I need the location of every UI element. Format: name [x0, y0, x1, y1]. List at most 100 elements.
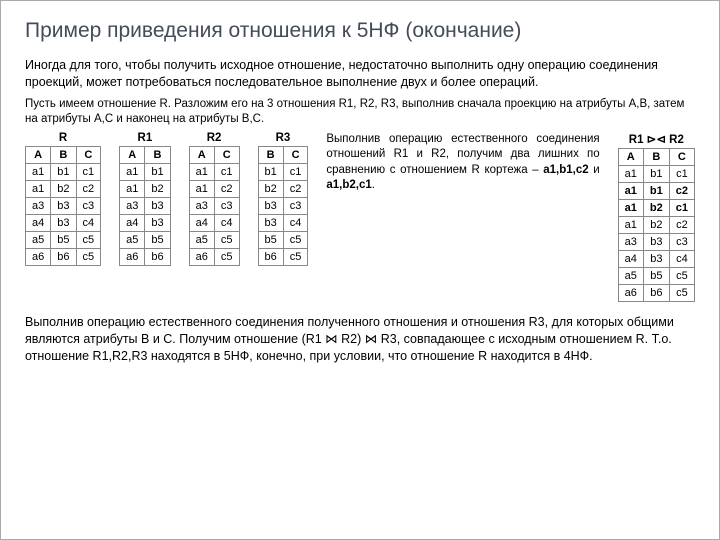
table-cell: a1	[120, 163, 145, 180]
table-cell: b5	[51, 231, 76, 248]
table-cell: c3	[669, 233, 694, 250]
table-cell: a3	[189, 197, 214, 214]
col-header: C	[283, 146, 308, 163]
table-cell: a6	[120, 248, 145, 265]
table-row: a4c4	[189, 214, 239, 231]
table-cell: b2	[643, 199, 669, 216]
table-row: b5c5	[258, 231, 308, 248]
table-row: b1c1	[258, 163, 308, 180]
table-cell: a1	[26, 180, 51, 197]
table-cell: a1	[189, 180, 214, 197]
col-header: C	[669, 148, 694, 165]
table-cell: b6	[643, 284, 669, 301]
table-cell: a1	[618, 182, 643, 199]
table-row: a3b3c3	[618, 233, 694, 250]
table-R3-name: R3	[276, 132, 291, 144]
table-cell: b3	[258, 197, 283, 214]
table-row: a5b5c5	[618, 267, 694, 284]
table-cell: a4	[189, 214, 214, 231]
table-R1: ABa1b1a1b2a3b3a4b3a5b5a6b6	[119, 146, 171, 266]
table-cell: b1	[258, 163, 283, 180]
table-row: a1b2	[120, 180, 171, 197]
table-cell: a1	[26, 163, 51, 180]
table-cell: c2	[283, 180, 308, 197]
table-row: a1c1	[189, 163, 239, 180]
table-cell: c5	[283, 231, 308, 248]
table-R3: BCb1c1b2c2b3c3b3c4b5c5b6c5	[258, 146, 309, 266]
table-cell: c3	[76, 197, 101, 214]
col-header: B	[258, 146, 283, 163]
table-R1-name: R1	[138, 132, 153, 144]
table-row: a1b2c2	[26, 180, 101, 197]
table-cell: b2	[51, 180, 76, 197]
table-cell: a3	[26, 197, 51, 214]
table-R2-wrap: R2 ACa1c1a1c2a3c3a4c4a5c5a6c5	[189, 132, 240, 266]
col-header: A	[618, 148, 643, 165]
table-cell: a6	[618, 284, 643, 301]
col-header: A	[26, 146, 51, 163]
table-cell: c5	[669, 284, 694, 301]
table-cell: a6	[26, 248, 51, 265]
col-header: C	[214, 146, 239, 163]
table-R2-name: R2	[207, 132, 222, 144]
table-row: a6b6c5	[26, 248, 101, 265]
table-cell: c1	[76, 163, 101, 180]
table-cell: c5	[214, 231, 239, 248]
table-R-wrap: R ABCa1b1c1a1b2c2a3b3c3a4b3c4a5b5c5a6b6c…	[25, 132, 101, 266]
table-R3-wrap: R3 BCb1c1b2c2b3c3b3c4b5c5b6c5	[258, 132, 309, 266]
table-cell: b3	[145, 214, 170, 231]
table-row: a5b5	[120, 231, 171, 248]
table-cell: c5	[214, 248, 239, 265]
table-row: a3b3c3	[26, 197, 101, 214]
table-cell: a4	[120, 214, 145, 231]
table-cell: c5	[76, 231, 101, 248]
table-cell: b1	[51, 163, 76, 180]
table-R-name: R	[59, 132, 67, 144]
lead-paragraph: Иногда для того, чтобы получить исходное…	[25, 57, 695, 91]
table-cell: a6	[189, 248, 214, 265]
table-row: a1b2c1	[618, 199, 694, 216]
table-R1-wrap: R1 ABa1b1a1b2a3b3a4b3a5b5a6b6	[119, 132, 171, 266]
table-cell: b6	[51, 248, 76, 265]
table-cell: c1	[669, 165, 694, 182]
table-R2: ACa1c1a1c2a3c3a4c4a5c5a6c5	[189, 146, 240, 266]
table-cell: c3	[283, 197, 308, 214]
table-cell: b6	[145, 248, 170, 265]
col-header: B	[145, 146, 170, 163]
table-cell: a4	[618, 250, 643, 267]
table-row: a1b1c1	[26, 163, 101, 180]
col-header: B	[51, 146, 76, 163]
table-cell: b6	[258, 248, 283, 265]
table-cell: b1	[145, 163, 170, 180]
col-header: C	[76, 146, 101, 163]
table-cell: c2	[669, 182, 694, 199]
bottom-paragraph: Выполнив операцию естественного соединен…	[25, 314, 695, 365]
table-cell: c5	[669, 267, 694, 284]
table-cell: a1	[120, 180, 145, 197]
table-cell: c1	[214, 163, 239, 180]
table-row: b2c2	[258, 180, 308, 197]
table-cell: b2	[643, 216, 669, 233]
col-header: B	[643, 148, 669, 165]
table-cell: a5	[189, 231, 214, 248]
table-cell: b3	[145, 197, 170, 214]
table-row: a1b1	[120, 163, 171, 180]
table-cell: c2	[669, 216, 694, 233]
table-row: b6c5	[258, 248, 308, 265]
table-row: a5c5	[189, 231, 239, 248]
table-row: a4b3c4	[26, 214, 101, 231]
table-cell: a3	[618, 233, 643, 250]
table-cell: a1	[618, 165, 643, 182]
table-cell: b1	[643, 182, 669, 199]
table-cell: a3	[120, 197, 145, 214]
table-cell: b2	[258, 180, 283, 197]
mid-paragraph: Выполнив операцию естественного соединен…	[326, 132, 599, 194]
table-row: b3c3	[258, 197, 308, 214]
join-label: R1 ⊳⊲ R2	[629, 132, 684, 146]
table-row: a1b2c2	[618, 216, 694, 233]
table-cell: c4	[214, 214, 239, 231]
table-cell: b5	[145, 231, 170, 248]
table-R: ABCa1b1c1a1b2c2a3b3c3a4b3c4a5b5c5a6b6c5	[25, 146, 101, 266]
table-row: a5b5c5	[26, 231, 101, 248]
table-row: a6b6	[120, 248, 171, 265]
